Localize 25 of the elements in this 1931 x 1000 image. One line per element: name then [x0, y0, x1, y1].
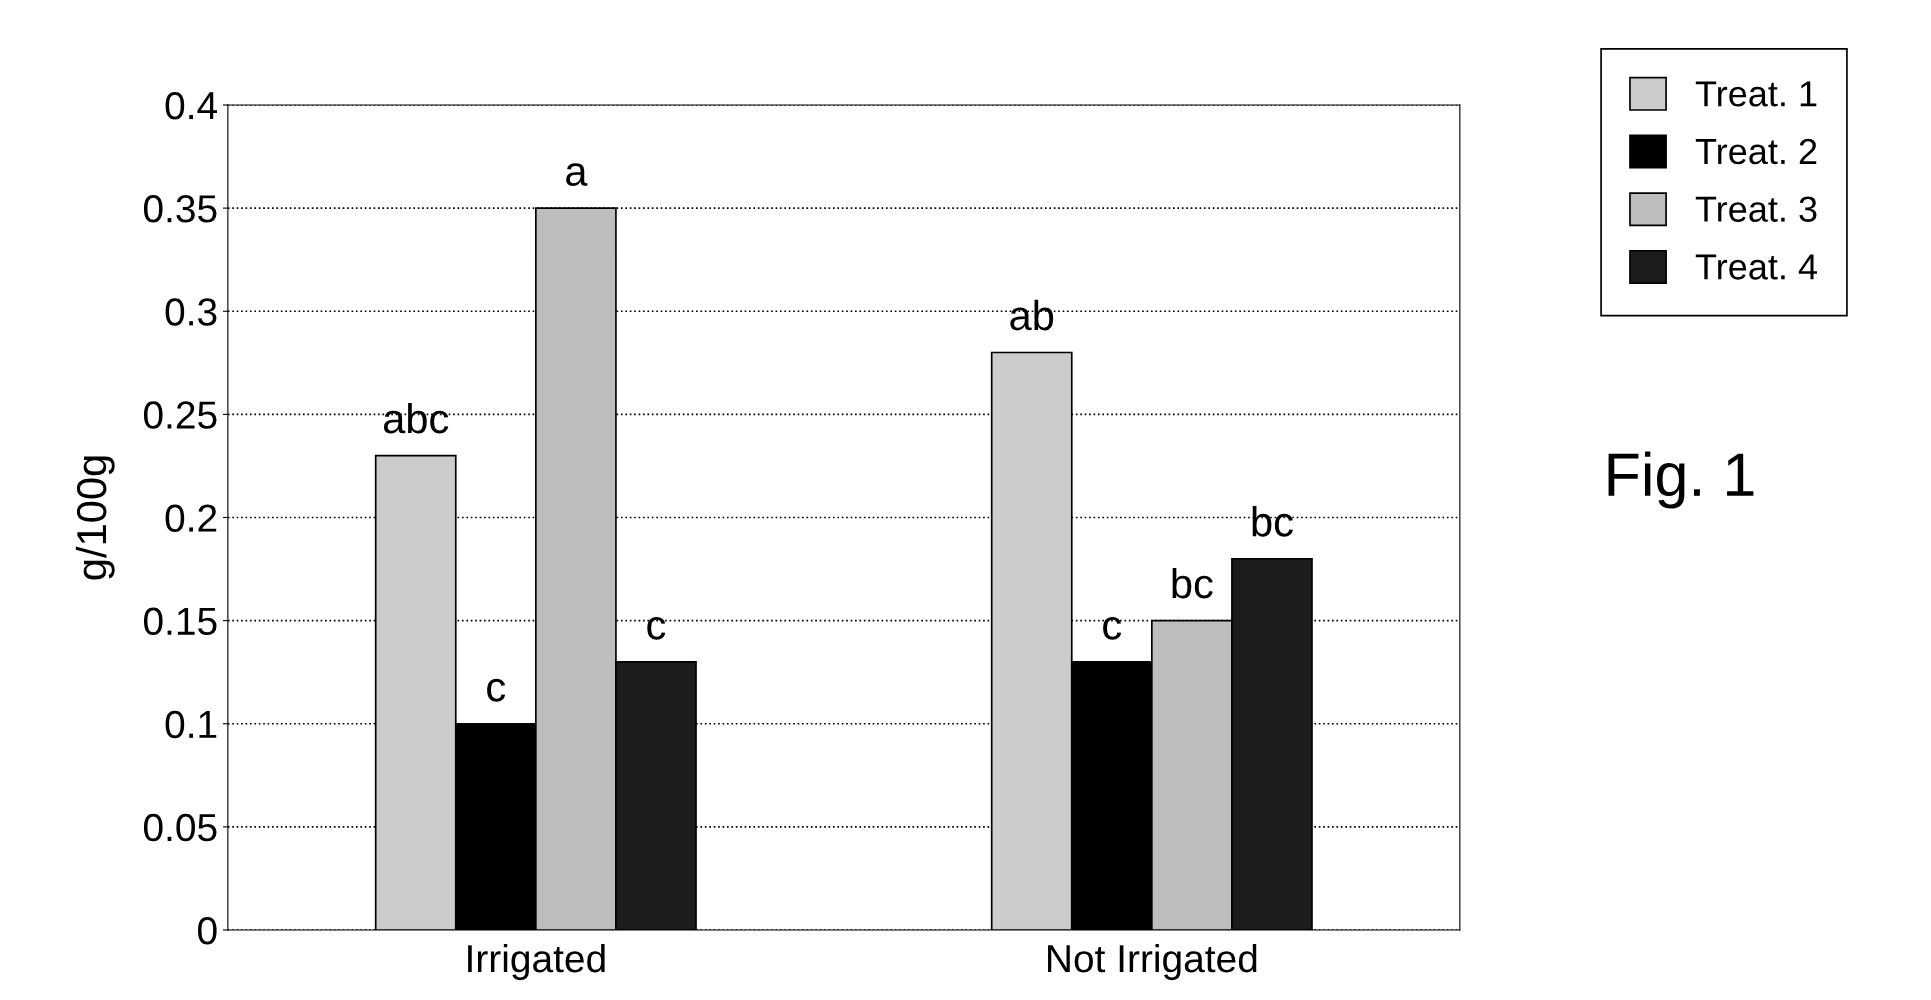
annotation: bc — [1252, 506, 1293, 537]
y-tick-label: 0.05 — [143, 813, 217, 842]
annotation: c — [487, 678, 506, 702]
y-tick-label: 0.3 — [165, 298, 217, 326]
legend-label: Treat. 1 — [1695, 81, 1817, 107]
y-tick-label: 0 — [198, 916, 217, 945]
y-tick-label: 0.15 — [143, 607, 217, 636]
x-tick-label: Not Irrigated — [1048, 943, 1257, 981]
y-axis-title: g/100g — [75, 456, 115, 580]
annotation: bc — [1172, 567, 1213, 599]
legend-label: Treat. 3 — [1695, 196, 1817, 222]
annotation: abc — [383, 402, 449, 434]
legend-label: Treat. 4 — [1695, 254, 1817, 280]
y-tick-label: 0.1 — [165, 710, 217, 739]
y-tick-label: 0.25 — [143, 401, 217, 429]
y-tick-label: 0.2 — [165, 504, 217, 532]
annotation: ab — [1010, 299, 1054, 331]
caption: Fig. 1 — [1608, 451, 1754, 509]
annotation: a — [566, 163, 588, 186]
x-tick-label: Irrigated — [468, 943, 605, 981]
y-tick-label: 0.35 — [143, 195, 217, 223]
annotation: c — [647, 616, 666, 640]
y-tick-label: 0.4 — [165, 91, 217, 120]
legend-label: Treat. 2 — [1695, 138, 1817, 165]
annotation: c — [1103, 616, 1122, 640]
